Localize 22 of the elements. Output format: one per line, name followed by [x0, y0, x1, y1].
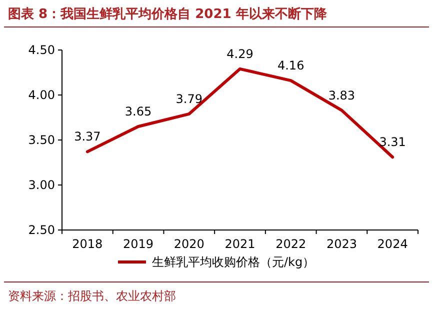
x-tick-label: 2020 — [174, 237, 204, 251]
data-label: 3.65 — [124, 104, 152, 118]
y-tick-label: 3.50 — [28, 133, 55, 147]
x-tick-label: 2019 — [123, 237, 154, 251]
y-tick-label: 4.50 — [28, 43, 55, 57]
x-tick-label: 2023 — [326, 237, 357, 251]
x-tick-label: 2024 — [377, 237, 408, 251]
x-tick-label: 2021 — [224, 237, 256, 251]
legend-label: 生鲜乳平均收购价格（元/kg） — [152, 255, 315, 269]
chart-title: 图表 8：我国生鲜乳平均价格自 2021 年以来不断下降 — [8, 6, 328, 22]
y-tick-label: 4.00 — [28, 88, 55, 102]
data-label: 3.83 — [328, 88, 356, 102]
y-tick-label: 2.50 — [28, 223, 55, 237]
data-label: 3.37 — [74, 130, 101, 144]
data-label: 4.16 — [278, 58, 304, 73]
x-tick-label: 2022 — [276, 237, 306, 251]
text: 资料来源：招股书、农业农村部 — [8, 289, 176, 303]
y-tick-label: 3.00 — [28, 178, 55, 192]
data-label: 4.29 — [226, 46, 254, 61]
data-label: 3.31 — [379, 135, 406, 150]
data-label: 3.79 — [176, 92, 202, 106]
x-tick-label: 2018 — [72, 237, 103, 251]
